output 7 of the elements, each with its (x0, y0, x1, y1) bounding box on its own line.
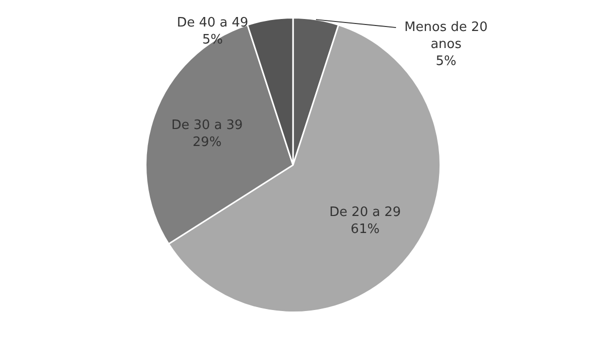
slice-label: De 20 a 29 (329, 204, 401, 220)
data-label: 61% (350, 222, 380, 237)
data-label: 29% (192, 134, 222, 150)
slice-label: Menos de 20 anos (404, 20, 488, 52)
slice-label: De 40 a 49 (176, 15, 248, 30)
slice-label: De 30 a 39 (171, 118, 243, 133)
data-label: 5% (436, 54, 456, 69)
